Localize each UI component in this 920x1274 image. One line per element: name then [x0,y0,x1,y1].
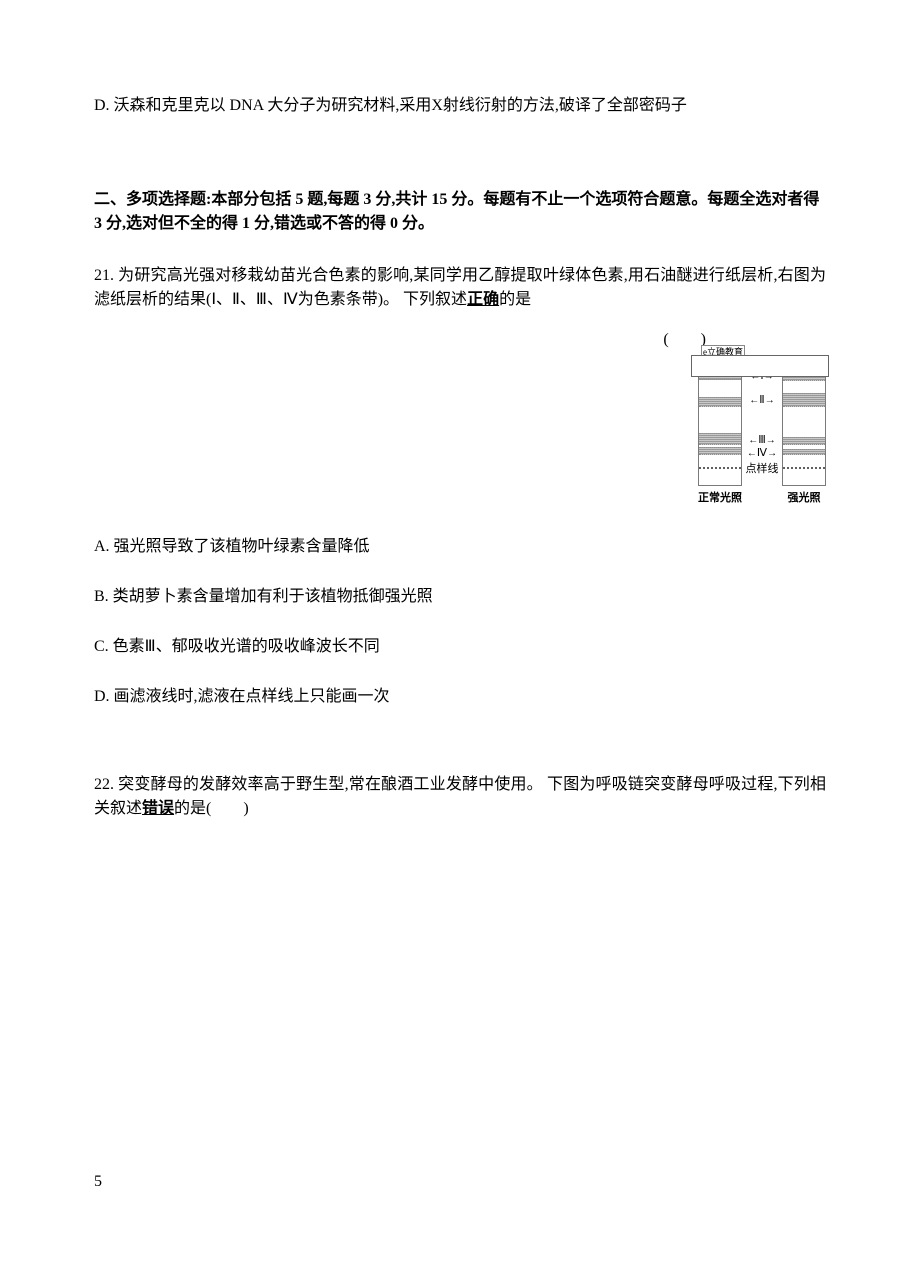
q21-correct-word: 正确 [467,291,499,308]
q21-stem: 21. 为研究高光强对移栽幼苗光合色素的影响,某同学用乙醇提取叶绿体色素,用石油… [94,264,826,312]
band-label: Ⅱ [743,392,781,409]
q21-figure: e立确教育 正常光照 ⅠⅡⅢⅣ 点样线 强光照 [94,358,826,507]
q22-stem: 22. 突变酵母的发酵效率高于野生型,常在酿酒工业发酵中使用。 下图为呼吸链突变… [94,773,826,821]
q22-stem-post: 的是( ) [174,800,249,817]
chromatography-strips: e立确教育 正常光照 ⅠⅡⅢⅣ 点样线 强光照 [698,358,826,507]
right-caption: 强光照 [788,490,821,507]
q21-option-b: B. 类胡萝卜素含量增加有利于该植物抵御强光照 [94,585,826,609]
band [699,447,741,455]
q21-options: A. 强光照导致了该植物叶绿素含量降低 B. 类胡萝卜素含量增加有利于该植物抵御… [94,535,826,709]
dot-line-label: 点样线 [742,461,782,478]
header-box [691,355,829,377]
chromatography-diagram: e立确教育 正常光照 ⅠⅡⅢⅣ 点样线 强光照 [698,358,826,507]
q21-option-d: D. 画滤液线时,滤液在点样线上只能画一次 [94,685,826,709]
left-caption: 正常光照 [698,490,742,507]
band-label: Ⅳ [743,445,781,462]
band-label: Ⅲ [743,432,781,449]
q21-option-a: A. 强光照导致了该植物叶绿素含量降低 [94,535,826,559]
band [699,397,741,407]
right-strip [782,358,826,486]
page-number: 5 [94,1170,102,1194]
option-d-previous: D. 沃森和克里克以 DNA 大分子为研究材料,采用X射线衍射的方法,破译了全部… [94,94,826,118]
left-column: e立确教育 正常光照 [698,358,742,507]
q21-stem-post: 的是 [499,291,531,308]
left-strip: e立确教育 [698,358,742,486]
dot-line [699,467,741,469]
band [783,393,825,407]
band [699,433,741,445]
band [783,449,825,455]
q21-option-c: C. 色素Ⅲ、郁吸收光谱的吸收峰波长不同 [94,635,826,659]
section-2-title: 二、多项选择题:本部分包括 5 题,每题 3 分,共计 15 分。每题有不止一个… [94,188,826,236]
band [783,437,825,445]
right-column: 强光照 [782,358,826,507]
dot-line [783,467,825,469]
q22-wrong-word: 错误 [142,800,174,817]
q21-stem-pre: 21. 为研究高光强对移栽幼苗光合色素的影响,某同学用乙醇提取叶绿体色素,用石油… [94,267,826,308]
